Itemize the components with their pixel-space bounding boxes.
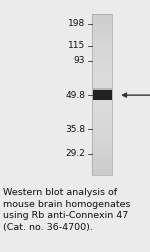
Text: 115: 115 — [68, 41, 85, 50]
Text: 49.8: 49.8 — [65, 91, 85, 100]
Text: 198: 198 — [68, 19, 85, 28]
Bar — [92, 159, 112, 165]
Bar — [92, 154, 112, 159]
Bar — [92, 19, 112, 24]
Text: 29.2: 29.2 — [65, 149, 85, 158]
Bar — [92, 51, 112, 57]
Bar — [92, 14, 112, 19]
Bar — [92, 14, 112, 175]
Bar — [93, 90, 112, 100]
Bar — [92, 62, 112, 68]
Bar — [92, 100, 112, 105]
Bar — [92, 24, 112, 30]
Text: Western blot analysis of
mouse brain homogenates
using Rb anti-Connexin 47
(Cat.: Western blot analysis of mouse brain hom… — [3, 188, 130, 232]
Bar — [92, 73, 112, 78]
Bar — [92, 68, 112, 73]
Bar — [92, 138, 112, 143]
Bar — [92, 143, 112, 148]
Bar — [92, 116, 112, 121]
Text: 93: 93 — [74, 56, 85, 65]
Bar — [92, 121, 112, 127]
Bar — [92, 57, 112, 62]
Bar — [92, 41, 112, 46]
Bar — [92, 165, 112, 170]
Bar — [92, 105, 112, 111]
Bar — [92, 132, 112, 138]
Bar — [92, 30, 112, 35]
Bar — [92, 111, 112, 116]
Bar — [92, 127, 112, 132]
Bar — [92, 84, 112, 89]
Bar — [92, 89, 112, 94]
Bar — [92, 170, 112, 175]
Bar — [92, 78, 112, 84]
Bar — [92, 35, 112, 41]
Text: 35.8: 35.8 — [65, 125, 85, 134]
Bar — [92, 94, 112, 100]
Bar — [92, 46, 112, 51]
Bar — [92, 148, 112, 154]
Bar — [93, 88, 112, 90]
